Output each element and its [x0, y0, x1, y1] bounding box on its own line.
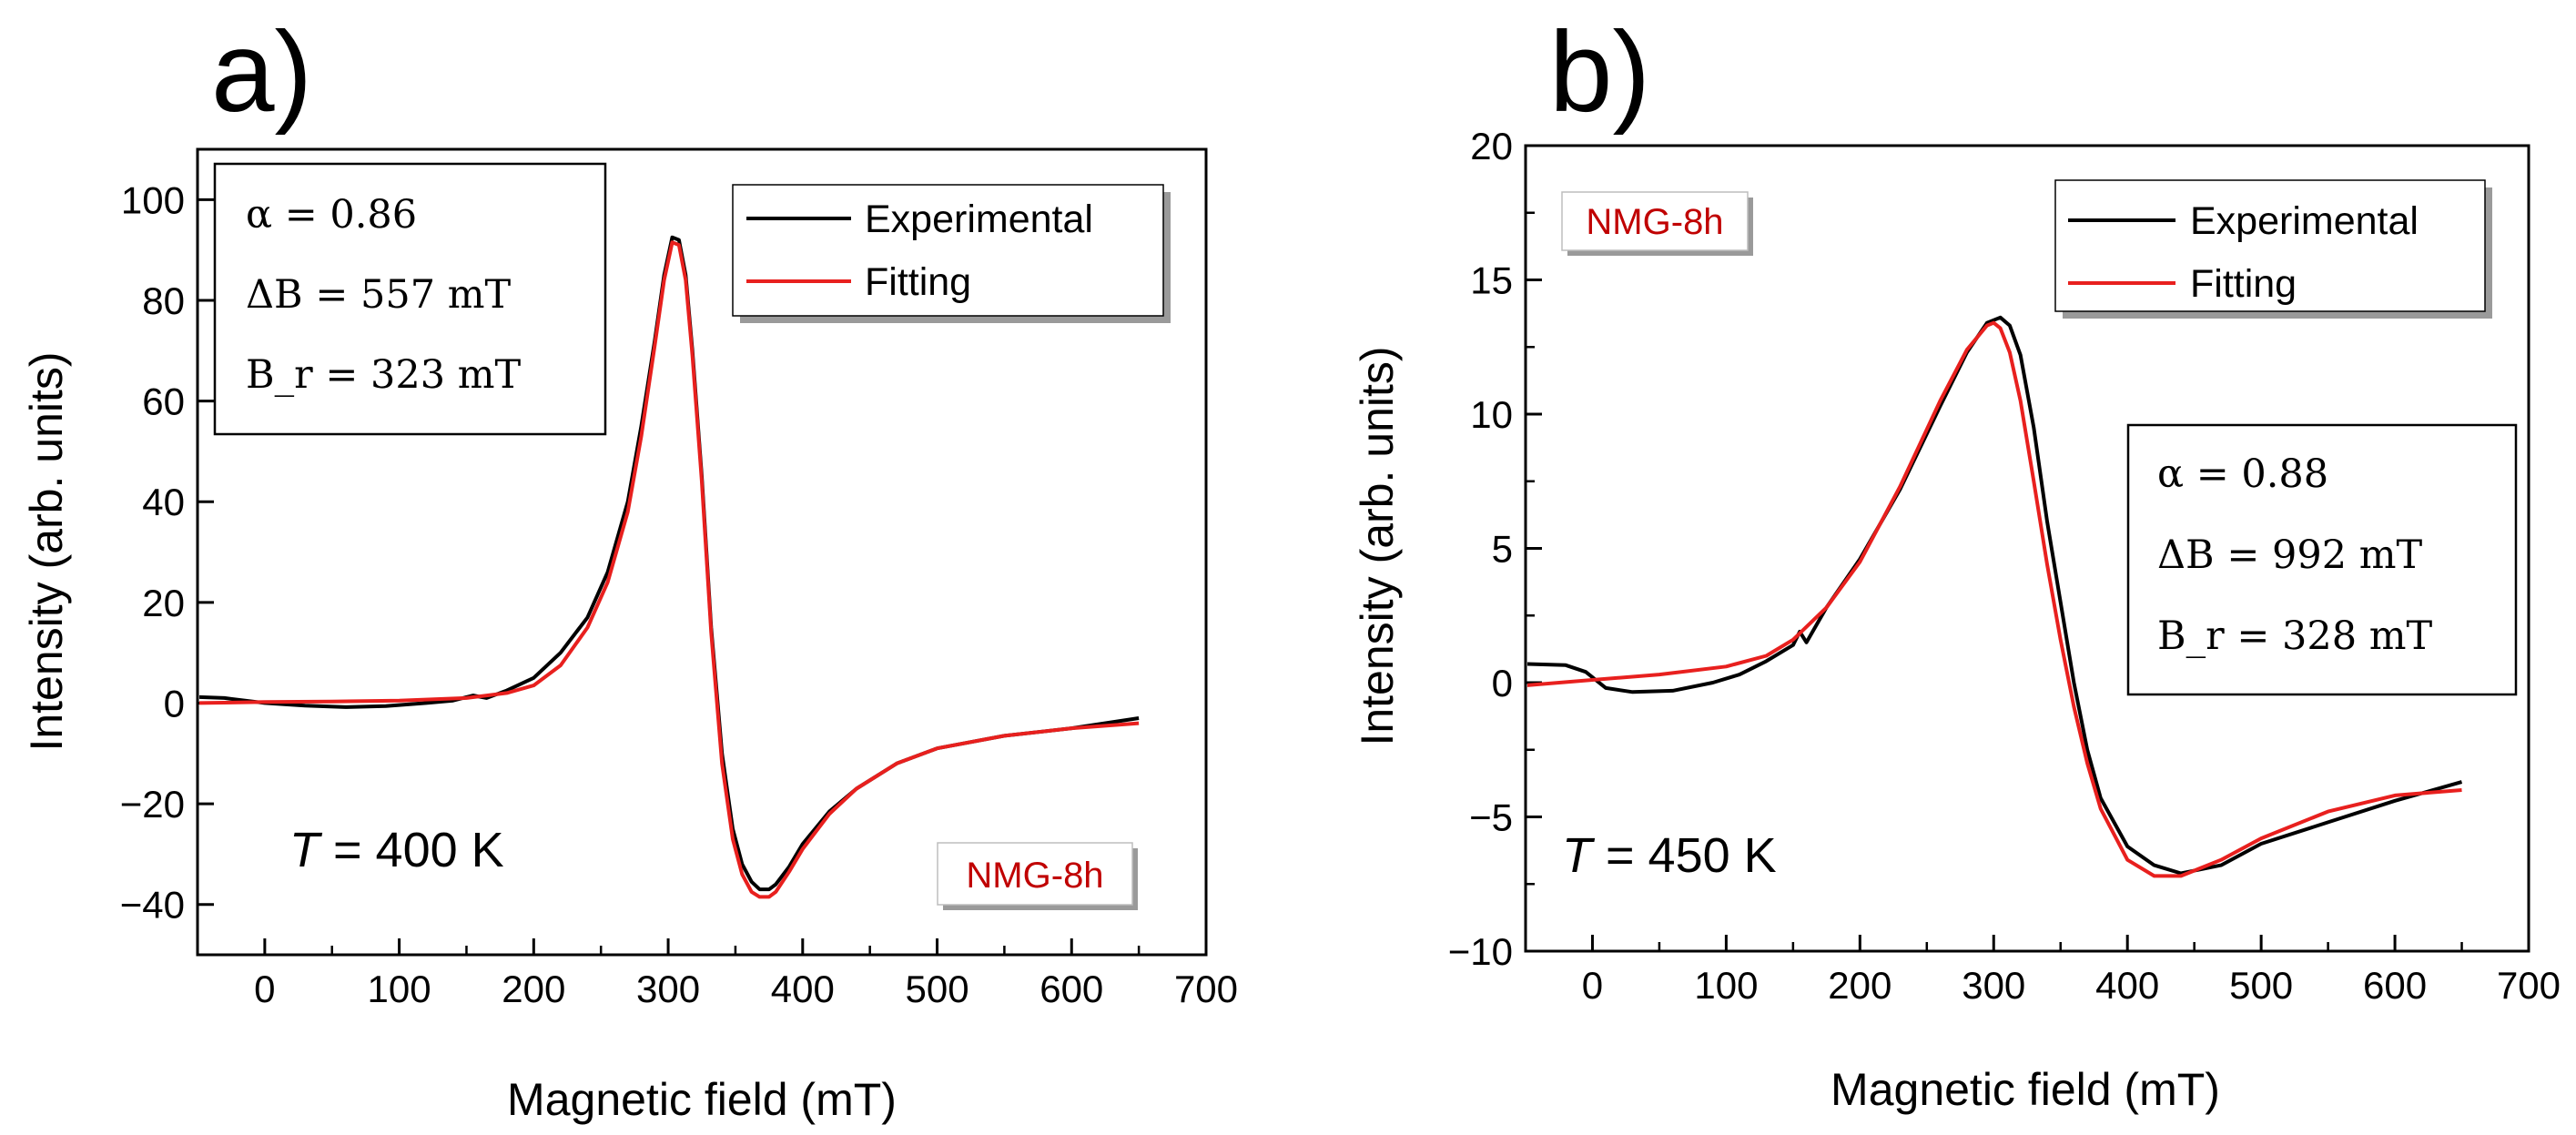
- x-axis-title-b: Magnetic field (mT): [1831, 1064, 2220, 1115]
- param-alpha-b: α = 0.88: [2157, 451, 2328, 497]
- x-tick-label-b: 0: [1582, 964, 1603, 1007]
- sample-label-frame-b: [1561, 191, 1749, 251]
- x-tick-label-b: 300: [1962, 964, 2025, 1007]
- x-tick-label-b: 700: [2497, 964, 2561, 1007]
- y-tick-label-a: 0: [164, 682, 185, 725]
- x-tick-label-b: 600: [2363, 964, 2427, 1007]
- x-tick-label-a: 700: [1174, 968, 1238, 1010]
- y-tick-label-b: 15: [1470, 259, 1513, 302]
- y-tick-label-a: 100: [121, 178, 185, 221]
- sample-label-frame-a: [937, 842, 1133, 906]
- x-tick-label-a: 100: [368, 968, 431, 1010]
- param-b-r-a: B_r = 323 mT: [246, 352, 522, 398]
- parameter-box-b: α = 0.88 ΔB = 992 mT B_r = 328 mT: [2126, 423, 2518, 696]
- legend-label-fitting-a: Fitting: [865, 260, 971, 304]
- legend-b: Experimental Fitting: [2054, 179, 2492, 319]
- y-tick-label-b: 10: [1470, 393, 1513, 436]
- temperature-value-b: = 450 K: [1592, 828, 1777, 883]
- x-tick-label-b: 200: [1828, 964, 1891, 1007]
- y-axis-title-a: Intensity (arb. units): [21, 351, 72, 751]
- x-axis-a: 0 100 200 300 400 500 600 700: [196, 938, 1238, 1010]
- parameter-box-a: α = 0.86 ΔB = 557 mT B_r = 323 mT: [213, 162, 607, 436]
- legend-label-fitting-b: Fitting: [2190, 262, 2297, 306]
- y-tick-label-a: −40: [120, 884, 185, 927]
- series-experimental-a: [199, 235, 1140, 892]
- y-tick-label-b: −10: [1448, 930, 1513, 973]
- panel-b: b) 0 100 200 300 400 500 600 700 −10−505101520 …: [1352, 9, 2561, 1115]
- sample-label-a: NMG-8h: [966, 856, 1103, 896]
- y-tick-label-b: −5: [1469, 796, 1513, 839]
- param-delta-b-b: ΔB = 992 mT: [2157, 532, 2423, 578]
- series-experimental-b: [1527, 315, 2463, 876]
- y-tick-label-b: 0: [1492, 662, 1513, 704]
- sample-label-box-b: NMG-8h: [1561, 191, 1753, 256]
- parameter-box-frame-a: [213, 162, 607, 436]
- panel-a: a) 0 100 200 300 400 500 600 700 −40 −20 0 20 40 60 8…: [21, 9, 1238, 1125]
- series-fitting-a: [199, 240, 1140, 899]
- param-b-r-b: B_r = 328 mT: [2157, 613, 2433, 659]
- x-tick-label-b: 500: [2229, 964, 2293, 1007]
- series-fitting-b: [1527, 320, 2462, 878]
- x-tick-label-a: 400: [771, 968, 835, 1010]
- y-axis-title-b: Intensity (arb. units): [1352, 346, 1403, 745]
- temperature-label-a: T = 400 K: [289, 823, 504, 877]
- x-tick-label-a: 600: [1040, 968, 1103, 1010]
- y-tick-label-b: 5: [1492, 528, 1513, 571]
- legend-frame-b: [2054, 179, 2486, 312]
- param-delta-b-a: ΔB = 557 mT: [246, 272, 512, 318]
- y-tick-label-a: 20: [142, 582, 185, 624]
- x-axis-title-a: Magnetic field (mT): [507, 1074, 897, 1125]
- x-tick-label-b: 400: [2095, 964, 2159, 1007]
- x-tick-label-b: 100: [1694, 964, 1758, 1007]
- plot-frame-a: [196, 147, 1208, 957]
- x-axis-b: 0 100 200 300 400 500 600 700: [1524, 935, 2561, 1007]
- sample-label-box-a: NMG-8h: [937, 842, 1138, 910]
- sample-label-b: NMG-8h: [1586, 202, 1723, 242]
- legend-a: Experimental Fitting: [732, 184, 1171, 323]
- temperature-label-b: T = 450 K: [1562, 828, 1777, 883]
- panel-label-b: b): [1549, 9, 1650, 136]
- legend-frame-a: [732, 184, 1164, 317]
- x-tick-label-a: 500: [905, 968, 969, 1010]
- y-axis-a: −40 −20 0 20 40 60 80 100: [120, 178, 214, 927]
- y-tick-label-a: 40: [142, 481, 185, 523]
- y-axis-b: −10 −5 0 5 10 15 20: [1448, 125, 1542, 973]
- param-alpha-a: α = 0.86: [246, 192, 417, 238]
- parameter-box-frame-b: [2126, 423, 2518, 696]
- legend-label-experimental-b: Experimental: [2190, 199, 2419, 243]
- temperature-symbol-b: T: [1562, 828, 1596, 883]
- y-tick-label-a: −20: [120, 783, 185, 826]
- x-tick-label-a: 0: [254, 968, 275, 1010]
- legend-label-experimental-a: Experimental: [865, 198, 1093, 241]
- x-tick-label-a: 300: [636, 968, 700, 1010]
- y-tick-label-a: 80: [142, 279, 185, 322]
- temperature-symbol-a: T: [289, 823, 323, 877]
- temperature-value-a: = 400 K: [319, 823, 504, 877]
- x-tick-label-a: 200: [502, 968, 565, 1010]
- panel-label-a: a): [211, 9, 312, 136]
- y-tick-label-a: 60: [142, 380, 185, 423]
- y-tick-label-b: 20: [1470, 125, 1513, 167]
